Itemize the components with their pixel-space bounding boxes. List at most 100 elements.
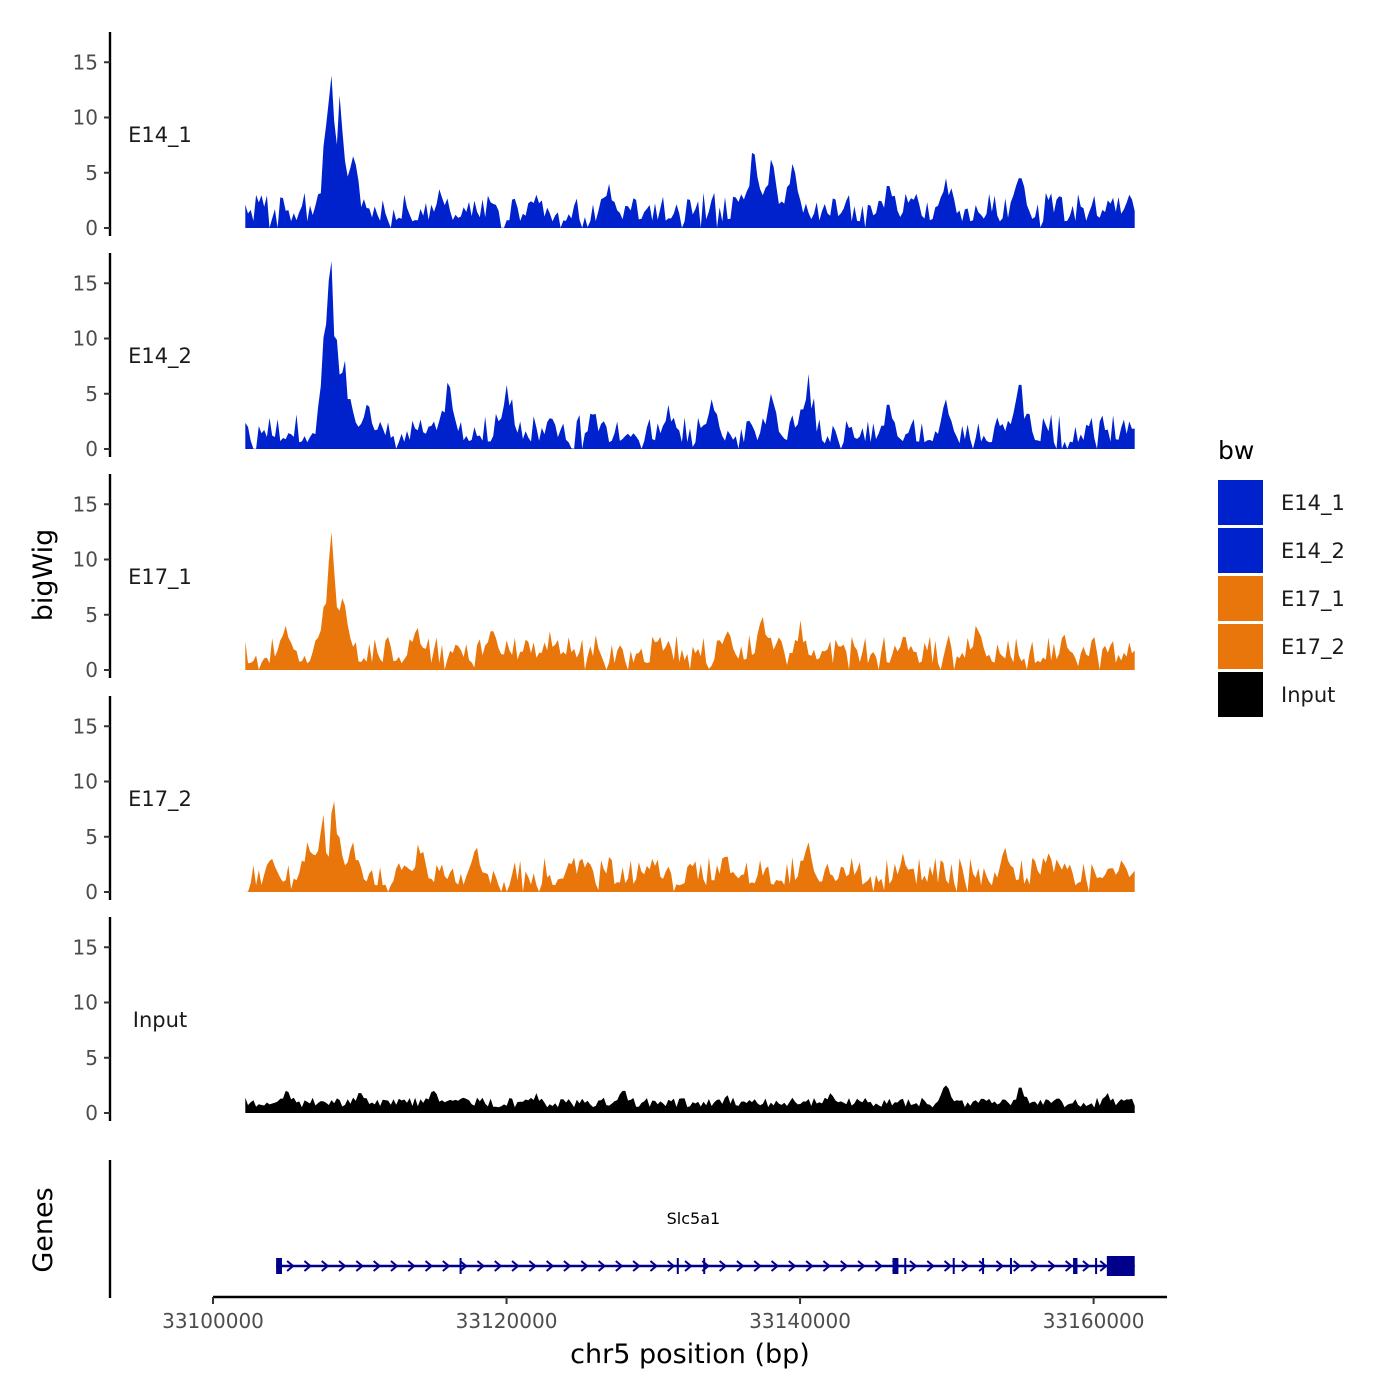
strand-arrow bbox=[718, 1260, 728, 1272]
track-label-E14_2: E14_2 bbox=[128, 344, 192, 369]
strand-arrow bbox=[667, 1260, 676, 1272]
strand-arrow bbox=[632, 1260, 641, 1272]
strand-arrow bbox=[1064, 1260, 1074, 1272]
strand-arrow bbox=[390, 1260, 399, 1272]
strand-arrow bbox=[649, 1260, 658, 1272]
strand-arrow bbox=[372, 1260, 382, 1272]
strand-arrow bbox=[943, 1260, 953, 1272]
strand-arrow bbox=[511, 1260, 520, 1272]
y-tick-label: 10 bbox=[73, 770, 98, 794]
area-E14_1 bbox=[245, 75, 1135, 228]
area-E17_2 bbox=[245, 801, 1135, 892]
strand-arrow bbox=[857, 1260, 866, 1272]
strand-arrow bbox=[615, 1260, 624, 1272]
y-tick-label: 0 bbox=[85, 1101, 98, 1125]
strand-arrow bbox=[494, 1260, 503, 1272]
track-E17_1: 0 5 10 15 E17_1 bbox=[73, 474, 1135, 682]
track-E17_2: 0 5 10 15 E17_2 bbox=[73, 696, 1135, 904]
strand-arrow bbox=[407, 1260, 416, 1272]
gene-exon bbox=[676, 1258, 679, 1274]
y-tick-label: 15 bbox=[73, 50, 98, 74]
gene-exon bbox=[1095, 1258, 1098, 1274]
strand-arrow bbox=[286, 1260, 295, 1272]
strand-arrow bbox=[736, 1260, 745, 1272]
x-tick-label: 33160000 bbox=[1043, 1309, 1145, 1333]
strand-arrow bbox=[874, 1260, 883, 1272]
x-tick-label: 33140000 bbox=[749, 1309, 851, 1333]
legend-label-Input: Input bbox=[1281, 683, 1335, 707]
legend-label-E14_1: E14_1 bbox=[1281, 491, 1345, 516]
gene-exon bbox=[703, 1258, 706, 1274]
genes-track-title: Genes bbox=[28, 1187, 59, 1272]
y-tick-label: 0 bbox=[85, 658, 98, 682]
track-label-E14_1: E14_1 bbox=[128, 123, 192, 148]
track-label-Input: Input bbox=[133, 1008, 187, 1032]
strand-arrow bbox=[528, 1260, 537, 1272]
y-tick-label: 0 bbox=[85, 216, 98, 240]
area-E17_1 bbox=[245, 531, 1135, 670]
bigwig-tracks: 0 5 10 15 E14_1 0 5 10 15 E14_2 0 5 10 15 E17_1 0 5 10 15 E… bbox=[73, 32, 1135, 1125]
strand-arrow bbox=[321, 1260, 330, 1272]
strand-arrow bbox=[580, 1260, 589, 1272]
strand-arrow bbox=[338, 1260, 347, 1272]
y-tick-label: 10 bbox=[73, 548, 98, 572]
y-tick-label: 15 bbox=[73, 935, 98, 959]
strand-arrow bbox=[1082, 1260, 1091, 1272]
strand-arrow bbox=[1047, 1260, 1056, 1272]
strand-arrow bbox=[978, 1260, 987, 1272]
strand-arrow bbox=[476, 1260, 485, 1272]
strand-arrow bbox=[995, 1260, 1004, 1272]
strand-arrow bbox=[822, 1260, 831, 1272]
legend-key-E17_1 bbox=[1218, 576, 1263, 621]
legend-label-E14_2: E14_2 bbox=[1281, 539, 1345, 564]
strand-arrow bbox=[805, 1260, 814, 1272]
strand-arrow bbox=[753, 1260, 762, 1272]
strand-arrow bbox=[961, 1260, 970, 1272]
legend-key-E14_1 bbox=[1218, 480, 1263, 525]
y-tick-label: 0 bbox=[85, 880, 98, 904]
gene-exon bbox=[952, 1258, 955, 1274]
gene-exon bbox=[459, 1258, 462, 1274]
strand-arrow bbox=[597, 1260, 607, 1272]
x-tick-label: 33100000 bbox=[162, 1309, 264, 1333]
gene-label: Slc5a1 bbox=[667, 1209, 721, 1228]
x-axis-title: chr5 position (bp) bbox=[570, 1339, 810, 1370]
y-tick-label: 5 bbox=[85, 1046, 98, 1070]
strand-arrow bbox=[1030, 1260, 1039, 1272]
gene-exon bbox=[904, 1258, 907, 1274]
strand-arrow bbox=[840, 1260, 849, 1272]
y-tick-label: 10 bbox=[73, 991, 98, 1015]
gene-exon bbox=[1073, 1258, 1078, 1274]
y-tick-label: 5 bbox=[85, 161, 98, 185]
gene-exon bbox=[276, 1258, 282, 1274]
x-tick-label: 33120000 bbox=[456, 1309, 558, 1333]
strand-arrow bbox=[926, 1260, 935, 1272]
strand-arrow bbox=[1099, 1260, 1108, 1272]
strand-arrow bbox=[424, 1260, 434, 1272]
gene-exon bbox=[982, 1258, 985, 1274]
genes-track: Slc5a1 bbox=[108, 1160, 1135, 1298]
track-E14_1: 0 5 10 15 E14_1 bbox=[73, 32, 1135, 240]
y-tick-label: 5 bbox=[85, 382, 98, 406]
track-label-E17_1: E17_1 bbox=[128, 565, 192, 590]
legend-label-E17_1: E17_1 bbox=[1281, 587, 1345, 612]
strand-arrow bbox=[563, 1260, 572, 1272]
strand-arrow bbox=[1013, 1260, 1022, 1272]
legend-key-E14_2 bbox=[1218, 528, 1263, 573]
y-tick-label: 15 bbox=[73, 492, 98, 516]
gene-exon bbox=[892, 1258, 899, 1274]
strand-arrow bbox=[545, 1260, 555, 1272]
y-tick-label: 5 bbox=[85, 825, 98, 849]
y-axis-title: bigWig bbox=[28, 529, 59, 622]
y-tick-label: 15 bbox=[73, 271, 98, 295]
legend-label-E17_2: E17_2 bbox=[1281, 635, 1345, 660]
gene-exon bbox=[1106, 1256, 1135, 1276]
legend: bw E14_1 E14_2 E17_1 E17_2 Input bbox=[1218, 436, 1345, 717]
legend-key-Input bbox=[1218, 672, 1263, 717]
strand-arrow bbox=[355, 1260, 364, 1272]
legend-key-E17_2 bbox=[1218, 624, 1263, 669]
y-tick-label: 0 bbox=[85, 437, 98, 461]
x-axis: 33100000 33120000 33140000 33160000 bbox=[162, 1295, 1167, 1333]
y-tick-label: 10 bbox=[73, 327, 98, 351]
gene-exon bbox=[1009, 1258, 1012, 1274]
